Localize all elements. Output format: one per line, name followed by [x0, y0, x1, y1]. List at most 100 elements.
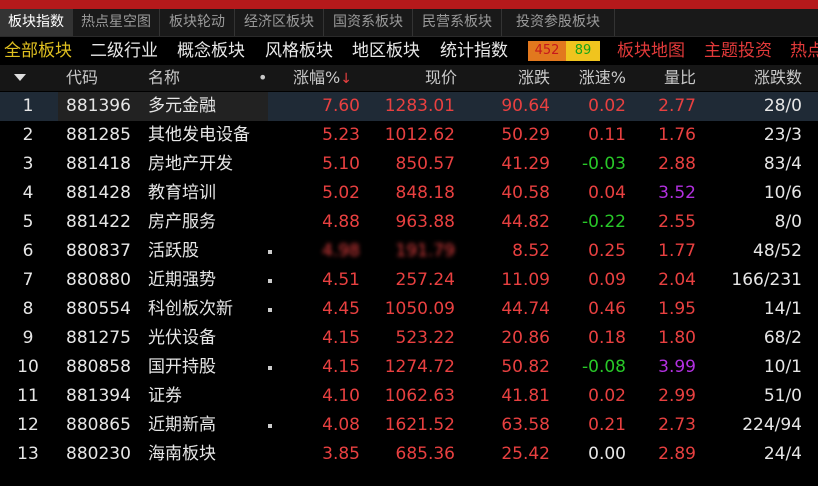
link-sector-map[interactable]: 板块地图	[617, 41, 685, 61]
row-pct-change: 4.98	[322, 241, 360, 261]
tab-economic-zone[interactable]: 经济区板块	[235, 9, 324, 36]
row-volume-ratio: 1.76	[658, 125, 696, 145]
col-speed[interactable]: 涨速%	[578, 68, 626, 87]
row-volume-ratio: 2.89	[658, 444, 696, 464]
row-updown-count: 23/3	[763, 125, 802, 145]
table-row[interactable]: 4 881428 教育培训 5.02 848.18 40.58 0.04 3.52 10/6	[0, 179, 818, 208]
subtab-secondary-industry[interactable]: 二级行业	[90, 41, 158, 61]
row-code: 881418	[66, 154, 131, 174]
row-number: 12	[17, 415, 39, 435]
tab-sector-rotation[interactable]: 板块轮动	[160, 9, 235, 36]
col-change[interactable]: 涨跌	[517, 68, 550, 87]
row-price: 850.57	[395, 154, 455, 174]
tab-sector-index[interactable]: 板块指数	[0, 9, 73, 36]
row-code: 880880	[66, 270, 131, 290]
row-name: 近期强势	[148, 270, 216, 290]
row-speed: 0.04	[588, 183, 626, 203]
sub-tab-bar: 全部板块 二级行业 概念板块 风格板块 地区板块 统计指数 板块地图 主题投资 …	[0, 37, 818, 65]
tab-state-owned[interactable]: 国资系板块	[324, 9, 413, 36]
row-name: 多元金融	[148, 96, 216, 116]
row-number: 3	[22, 154, 34, 174]
table-row[interactable]: 8 880554 科创板次新 4.45 1050.09 44.74 0.46 1.95 14/1	[0, 295, 818, 324]
row-code: 880865	[66, 415, 131, 435]
row-number: 8	[22, 299, 34, 319]
row-code: 881285	[66, 125, 131, 145]
row-volume-ratio: 2.77	[658, 96, 696, 116]
table-row[interactable]: 10 880858 国开持股 4.15 1274.72 50.82 -0.08 3.99 10/…	[0, 353, 818, 382]
row-pct-change: 4.45	[322, 299, 360, 319]
row-pct-change: 4.10	[322, 386, 360, 406]
table-row[interactable]: 13 880230 海南板块 3.85 685.36 25.42 0.00 2.89 24/4	[0, 440, 818, 469]
table-row[interactable]: 3 881418 房地产开发 5.10 850.57 41.29 -0.03 2.88 83/4	[0, 150, 818, 179]
table-header: 代码 名称 • 涨幅%↓ 现价 涨跌 涨速% 量比 涨跌数	[0, 65, 818, 91]
row-updown-count: 8/0	[774, 212, 802, 232]
row-pct-change: 4.08	[322, 415, 360, 435]
subtab-concept[interactable]: 概念板块	[177, 41, 245, 61]
tab-investment-holding[interactable]: 投资参股板块	[502, 9, 615, 36]
table-row[interactable]: 11 881394 证券 4.10 1062.63 41.81 0.02 2.99 51/0	[0, 382, 818, 411]
row-change: 90.64	[501, 96, 550, 116]
row-price: 1621.52	[384, 415, 455, 435]
row-volume-ratio: 2.73	[658, 415, 696, 435]
row-code: 880837	[66, 241, 131, 261]
subtab-style[interactable]: 风格板块	[265, 41, 333, 61]
sort-desc-icon: ↓	[340, 71, 352, 87]
subtab-region[interactable]: 地区板块	[352, 41, 420, 61]
table-row[interactable]: 12 880865 近期新高 4.08 1621.52 63.58 0.21 2.73 224/…	[0, 411, 818, 440]
row-number: 7	[22, 270, 34, 290]
tab-private[interactable]: 民营系板块	[413, 9, 502, 36]
row-volume-ratio: 2.99	[658, 386, 696, 406]
col-code[interactable]: 代码	[66, 68, 99, 87]
row-price: 1050.09	[384, 299, 455, 319]
table-row[interactable]: 6 880837 活跃股 4.98 191.79 8.52 0.25 1.77 48/52	[0, 237, 818, 266]
row-volume-ratio: 1.77	[658, 241, 696, 261]
menu-dropdown-icon[interactable]	[14, 74, 26, 81]
row-change: 63.58	[501, 415, 550, 435]
tab-hot-starmap[interactable]: 热点星空图	[73, 9, 160, 36]
row-change: 44.74	[501, 299, 550, 319]
row-speed: 0.11	[588, 125, 626, 145]
flag-marker-icon	[268, 308, 272, 312]
col-price[interactable]: 现价	[424, 68, 457, 87]
table-row[interactable]: 7 880880 近期强势 4.51 257.24 11.09 0.09 2.04 166/23…	[0, 266, 818, 295]
row-price: 191.79	[395, 241, 455, 261]
row-updown-count: 224/94	[742, 415, 802, 435]
link-theme-investment[interactable]: 主题投资	[704, 41, 772, 61]
row-pct-change: 5.10	[322, 154, 360, 174]
table-row[interactable]: 1 881396 多元金融 7.60 1283.01 90.64 0.02 2.77 28/0	[0, 92, 818, 121]
row-price: 685.36	[395, 444, 455, 464]
row-code: 880858	[66, 357, 131, 377]
col-pct-label: 涨幅%	[293, 68, 341, 87]
table-row[interactable]: 9 881275 光伏设备 4.15 523.22 20.86 0.18 1.80 68/2	[0, 324, 818, 353]
row-pct-change: 5.02	[322, 183, 360, 203]
row-updown-count: 51/0	[763, 386, 802, 406]
col-dot: •	[258, 68, 268, 87]
row-volume-ratio: 3.99	[658, 357, 696, 377]
col-name[interactable]: 名称	[148, 68, 181, 87]
row-change: 50.82	[501, 357, 550, 377]
row-speed: 0.02	[588, 96, 626, 116]
subtab-statistics[interactable]: 统计指数	[440, 41, 508, 61]
row-pct-change: 4.15	[322, 328, 360, 348]
row-change: 40.58	[501, 183, 550, 203]
advance-decline-indicator: 452 89	[528, 41, 600, 61]
col-pct-change[interactable]: 涨幅%↓	[280, 65, 352, 91]
table-row[interactable]: 5 881422 房产服务 4.88 963.88 44.82 -0.22 2.55 8/0	[0, 208, 818, 237]
row-number: 11	[17, 386, 39, 406]
link-hotspot[interactable]: 热点	[790, 41, 818, 61]
row-updown-count: 83/4	[763, 154, 802, 174]
row-name: 教育培训	[148, 183, 216, 203]
col-updown-count[interactable]: 涨跌数	[753, 68, 802, 87]
row-change: 41.29	[501, 154, 550, 174]
table-row[interactable]: 2 881285 其他发电设备 5.23 1012.62 50.29 0.11 1.76 23/…	[0, 121, 818, 150]
row-speed: 0.25	[588, 241, 626, 261]
row-name: 其他发电设备	[148, 125, 250, 145]
row-price: 1283.01	[384, 96, 455, 116]
col-volume-ratio[interactable]: 量比	[663, 68, 696, 87]
row-number: 6	[22, 241, 34, 261]
row-name: 房地产开发	[148, 154, 233, 174]
flag-marker-icon	[268, 250, 272, 254]
flag-marker-icon	[268, 424, 272, 428]
subtab-all-sectors[interactable]: 全部板块	[4, 41, 72, 61]
row-change: 41.81	[501, 386, 550, 406]
